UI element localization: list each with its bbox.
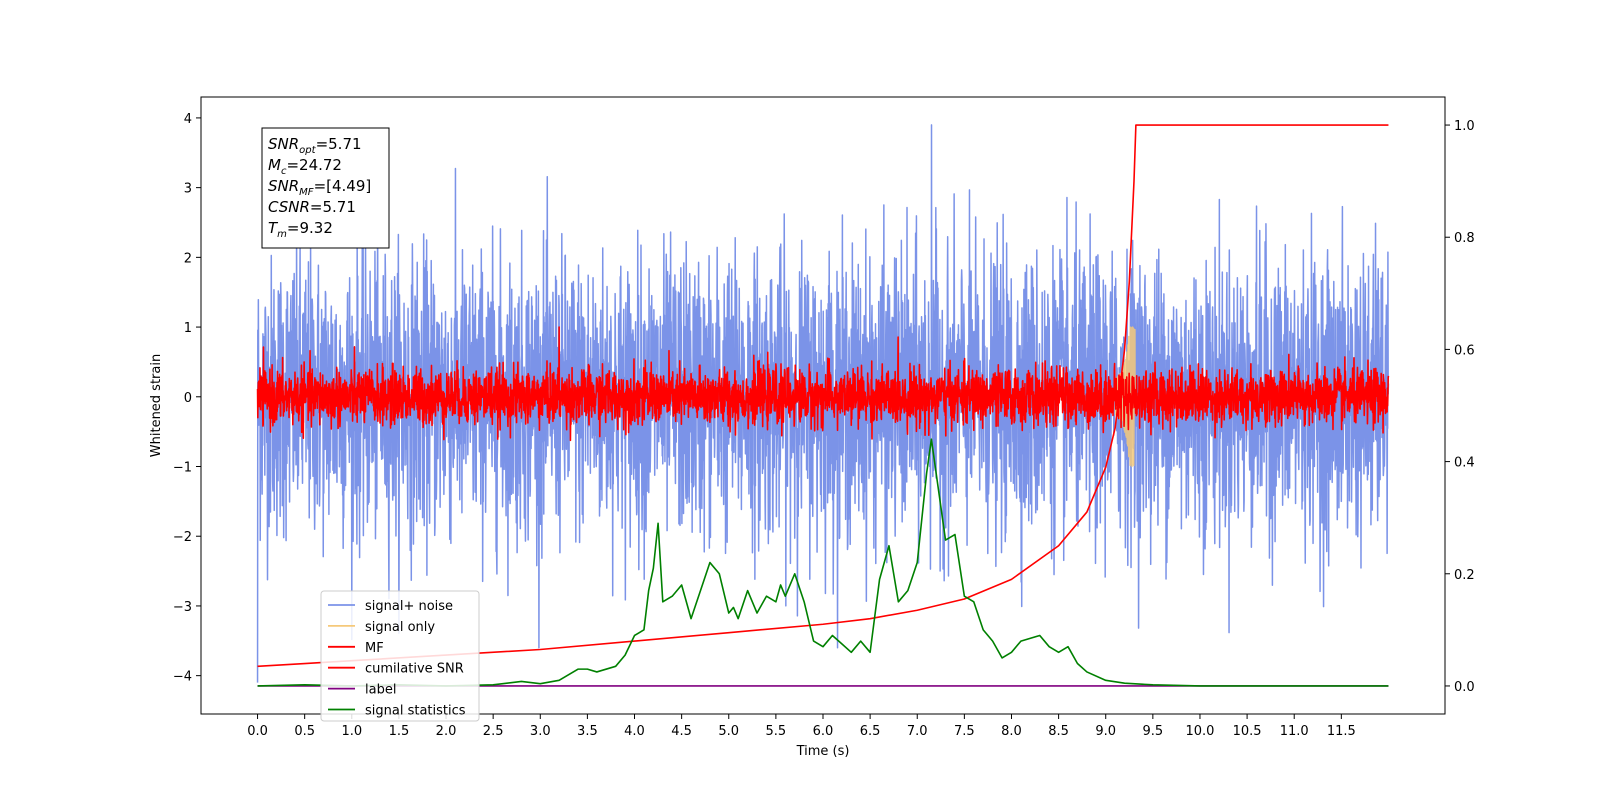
x-tick-label: 9.0 (1095, 724, 1116, 739)
x-axis: 0.0 0.5 1.0 1.5 2.0 2.5 3.0 3.5 4.0 4.5 5.0 5.5 6.0 6… (247, 714, 1356, 739)
x-tick-label: 3.5 (577, 724, 598, 739)
y2-tick-label: 0.4 (1454, 456, 1475, 471)
y-tick-label: 3 (184, 182, 192, 197)
legend: signal+ noise signal only MF cumilative SNR… (320, 590, 480, 722)
x-tick-label: 5.0 (718, 724, 739, 739)
annotation-frame (261, 127, 390, 249)
series-cumilative-snr (257, 124, 1389, 668)
x-tick-label: 8.5 (1048, 724, 1069, 739)
x-tick-label: 9.5 (1143, 724, 1164, 739)
y2-tick-label: 0.8 (1454, 231, 1475, 246)
legend-label: signal statistics (365, 704, 466, 719)
x-tick-label: 4.0 (624, 724, 645, 739)
x-tick-label: 2.5 (483, 724, 504, 739)
y-tick-label: −4 (173, 670, 192, 685)
annotation-line: CSNR=5.71 (268, 198, 356, 216)
y-tick-label: −1 (173, 461, 192, 476)
y-tick-label: 2 (184, 251, 192, 266)
legend-label: cumilative SNR (365, 662, 464, 677)
y2-tick-label: 0.2 (1454, 568, 1475, 583)
x-tick-label: 1.0 (341, 724, 362, 739)
x-axis-label: Time (s) (796, 744, 850, 759)
x-tick-label: 11.0 (1280, 724, 1309, 739)
y2-tick-label: 0.6 (1454, 343, 1475, 358)
x-tick-label: 7.0 (907, 724, 928, 739)
y-tick-label: −2 (173, 530, 192, 545)
x-tick-label: 11.5 (1327, 724, 1356, 739)
x-tick-label: 6.5 (860, 724, 881, 739)
legend-label: MF (365, 641, 384, 656)
annotation-box: SNRopt=5.71Mc=24.72SNRMF=[4.49]CSNR=5.71… (261, 127, 390, 249)
y-tick-label: 1 (184, 321, 192, 336)
annotation-line: Tm=9.32 (268, 219, 333, 240)
y2-axis: 1.0 0.8 0.6 0.4 0.2 0.0 (1445, 119, 1475, 695)
x-tick-label: 0.0 (247, 724, 268, 739)
y-axis: 4 3 2 1 0 −1 −2 −3 −4 (173, 112, 201, 685)
x-tick-label: 8.0 (1001, 724, 1022, 739)
x-tick-label: 1.5 (389, 724, 410, 739)
y-tick-label: −3 (173, 600, 192, 615)
legend-frame (320, 590, 480, 722)
series-mf (256, 326, 1390, 442)
annotation-line: Mc=24.72 (268, 156, 342, 177)
series-signal-statistics (257, 438, 1389, 687)
legend-label: label (365, 683, 396, 698)
x-tick-label: 10.5 (1233, 724, 1262, 739)
y-axis-label: Whitened strain (149, 354, 164, 457)
y2-tick-label: 0.0 (1454, 680, 1475, 695)
x-tick-label: 6.0 (813, 724, 834, 739)
annotation-line: SNRMF=[4.49] (268, 177, 371, 198)
y-tick-label: 4 (184, 112, 192, 127)
x-tick-label: 2.0 (436, 724, 457, 739)
legend-label: signal only (365, 620, 435, 635)
y2-tick-label: 1.0 (1454, 119, 1475, 134)
annotation-line: SNRopt=5.71 (268, 135, 362, 156)
x-tick-label: 3.0 (530, 724, 551, 739)
legend-label: signal+ noise (365, 599, 453, 614)
x-tick-label: 10.0 (1185, 724, 1214, 739)
x-tick-label: 7.5 (954, 724, 975, 739)
x-tick-label: 4.5 (671, 724, 692, 739)
y-tick-label: 0 (184, 391, 192, 406)
x-tick-label: 5.5 (766, 724, 787, 739)
x-tick-label: 0.5 (294, 724, 315, 739)
